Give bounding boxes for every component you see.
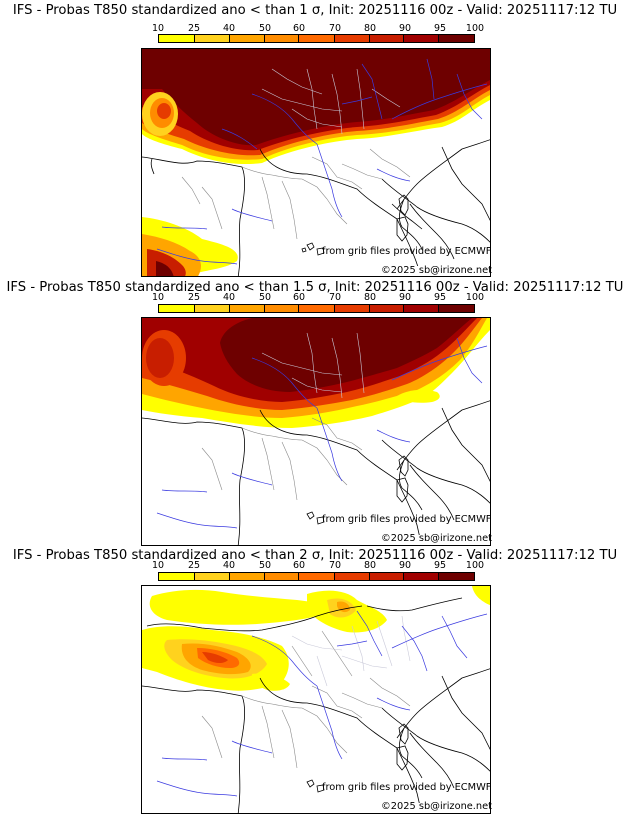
colorbar-swatch: [194, 305, 230, 312]
colorbar-tick: 80: [363, 23, 377, 34]
colorbar-swatch: [194, 573, 230, 580]
colorbar-swatch: [439, 35, 475, 42]
colorbar-swatch: [439, 305, 475, 312]
colorbar-tick: 100: [465, 292, 485, 303]
copyright-mask: [379, 535, 490, 545]
colorbar-swatch: [334, 305, 370, 312]
colorbar-tick: 70: [328, 23, 342, 34]
colorbar-swatch: [194, 35, 230, 42]
colorbar-swatch: [369, 305, 405, 312]
copyright-credit: ©2025 sb@irizone.net: [381, 533, 492, 544]
colorbar-tick: 100: [465, 560, 485, 571]
colorbar-tick: 40: [222, 292, 236, 303]
coastlines: [142, 139, 490, 276]
borders: [181, 148, 411, 240]
colorbar-swatch: [229, 35, 266, 42]
source-credit: from grib files provided by ECMWF: [322, 246, 492, 257]
copyright-credit: ©2025 sb@irizone.net: [381, 801, 492, 812]
colorbar-swatch: [159, 305, 195, 312]
panel-title: IFS - Probas T850 standardized ano < tha…: [12, 3, 618, 18]
colorbar-swatch: [229, 573, 266, 580]
colorbar-tick: 70: [328, 560, 342, 571]
islands: [301, 194, 409, 256]
colorbar-swatch: [369, 573, 405, 580]
colorbar: [158, 34, 475, 43]
panel-title: IFS - Probas T850 standardized ano < tha…: [6, 280, 624, 295]
colorbar-tick: 25: [187, 292, 201, 303]
colorbar-tick: 25: [187, 23, 201, 34]
colorbar-swatch: [404, 35, 440, 42]
colorbar-swatch: [265, 305, 300, 312]
copyright-mask: [379, 266, 490, 276]
colorbar-tick: 70: [328, 292, 342, 303]
colorbar-swatch: [299, 35, 335, 42]
colorbar-tick: 90: [398, 292, 412, 303]
colorbar-tick: 40: [222, 23, 236, 34]
colorbar-tick: 60: [292, 23, 306, 34]
colorbar-swatch: [159, 573, 195, 580]
coastlines: [142, 597, 490, 813]
colorbar: [158, 304, 475, 313]
copyright-credit: ©2025 sb@irizone.net: [381, 265, 492, 276]
panel-title: IFS - Probas T850 standardized ano < tha…: [12, 548, 618, 563]
colorbar-tick: 80: [363, 292, 377, 303]
admin-borders: [291, 615, 411, 687]
probability-map: [141, 48, 491, 277]
copyright-mask: [379, 803, 490, 813]
colorbar-tick: 100: [465, 23, 485, 34]
colorbar-swatch: [299, 305, 335, 312]
colorbar-tick: 10: [151, 23, 165, 34]
colorbar-swatch: [334, 573, 370, 580]
probability-map: [141, 585, 491, 814]
colorbar-tick: 60: [292, 560, 306, 571]
probability-field: [142, 318, 490, 428]
colorbar-tick: 80: [363, 560, 377, 571]
colorbar-tick: 40: [222, 560, 236, 571]
colorbar-swatch: [439, 573, 475, 580]
colorbar: [158, 572, 475, 581]
colorbar-swatch: [369, 35, 405, 42]
colorbar-swatch: [299, 573, 335, 580]
islands: [306, 455, 409, 525]
colorbar-tick: 50: [258, 560, 272, 571]
rivers: [156, 610, 488, 797]
colorbar-tick: 50: [258, 23, 272, 34]
islands: [306, 723, 409, 793]
colorbar-tick: 10: [151, 292, 165, 303]
rivers: [156, 58, 488, 265]
source-credit: from grib files provided by ECMWF: [322, 782, 492, 793]
colorbar-swatch: [404, 305, 440, 312]
probability-field: [142, 586, 490, 691]
colorbar-swatch: [265, 573, 300, 580]
colorbar-tick: 90: [398, 560, 412, 571]
admin-borders: [261, 68, 401, 135]
admin-borders: [261, 332, 365, 399]
colorbar-tick: 95: [433, 292, 447, 303]
colorbar-tick: 60: [292, 292, 306, 303]
colorbar-tick: 10: [151, 560, 165, 571]
colorbar-tick: 25: [187, 560, 201, 571]
colorbar-tick: 95: [433, 560, 447, 571]
coastlines: [142, 400, 490, 545]
colorbar-tick: 50: [258, 292, 272, 303]
colorbar-tick: 90: [398, 23, 412, 34]
colorbar-swatch: [404, 573, 440, 580]
colorbar-swatch: [265, 35, 300, 42]
probability-field: [142, 49, 490, 276]
colorbar-tick: 95: [433, 23, 447, 34]
source-credit: from grib files provided by ECMWF: [322, 514, 492, 525]
borders: [201, 417, 363, 501]
colorbar-swatch: [229, 305, 266, 312]
borders: [201, 630, 411, 769]
colorbar-swatch: [334, 35, 370, 42]
colorbar-swatch: [159, 35, 195, 42]
rivers: [156, 337, 488, 529]
probability-map: [141, 317, 491, 546]
